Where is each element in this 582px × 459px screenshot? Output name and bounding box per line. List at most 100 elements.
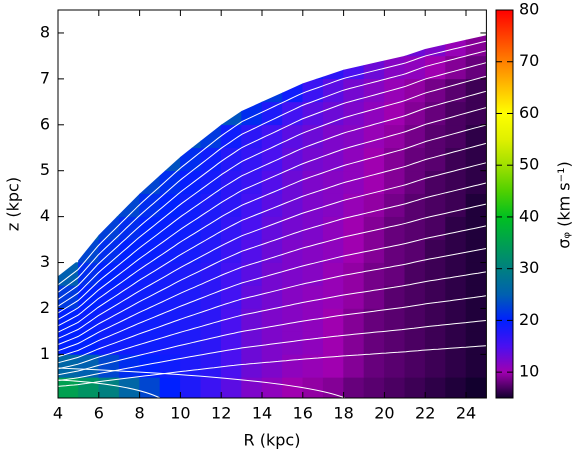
cell [424,101,446,126]
cell [465,147,487,172]
cell [261,354,283,378]
cell [445,101,467,126]
cell [200,193,222,217]
cell [424,377,446,398]
contour-line [58,142,487,333]
cell [139,216,161,240]
cell [200,308,222,332]
contour-line [58,271,487,370]
plot-frame [57,9,487,399]
cell [465,170,487,194]
cell [465,101,487,126]
contour-line [58,225,487,358]
cell [363,216,385,240]
cell [404,216,426,240]
cell [302,170,324,194]
cell [282,377,304,398]
colorbar-tick-label: 50 [519,155,539,174]
cell [98,239,120,263]
cell [302,285,324,309]
y-tick-label: 6 [40,114,50,133]
cell [159,331,181,355]
cell [384,377,406,398]
cell [282,331,304,355]
cell [404,193,426,217]
cell [424,170,446,194]
cell [322,377,344,398]
cell [302,262,324,286]
cell [404,377,426,398]
cell [322,262,344,286]
cell [78,354,100,378]
cell [343,354,365,378]
cell [261,377,283,398]
cell [159,216,181,240]
cell [363,331,385,355]
cell [180,262,202,286]
cell [180,308,202,332]
cell [445,35,467,57]
cell [302,354,324,378]
cell [445,124,467,149]
cell [159,377,181,398]
cell [220,285,242,309]
cell [465,55,487,80]
cell [384,55,406,80]
cell [282,308,304,332]
cell [261,78,283,103]
cell [363,124,385,149]
cell [98,193,120,217]
x-axis-label: R (kpc) [244,431,301,450]
colorbar-label: σᵩ (km s⁻¹) [555,161,574,249]
cell [98,331,120,355]
cell [465,239,487,263]
cell [424,124,446,149]
cell [404,331,426,355]
cell [98,354,120,378]
cell [118,308,140,332]
cell [404,101,426,126]
cell [139,377,161,398]
cell [384,308,406,332]
cell [159,308,181,332]
cell [220,101,242,126]
cell [363,308,385,332]
cell [424,262,446,286]
cell [445,216,467,240]
colorbar-tick-label: 20 [519,310,539,329]
cell [220,377,242,398]
colorbar-tick-label: 30 [519,258,539,277]
cell [261,147,283,172]
cell [465,354,487,378]
cell [465,331,487,355]
cell [465,78,487,103]
cell [424,216,446,240]
cell [302,193,324,217]
x-tick-label: 4 [53,404,63,423]
cell [322,354,344,378]
cell [98,377,120,398]
y-tick-label: 2 [40,298,50,317]
x-tick-label: 10 [170,404,190,423]
cell [159,239,181,263]
cell [404,285,426,309]
cell [343,147,365,172]
cell [343,331,365,355]
cell [363,147,385,172]
cell [465,124,487,149]
cell [241,354,263,378]
cell [322,331,344,355]
contour-line [58,367,346,398]
cell [159,193,181,217]
cell [384,285,406,309]
cell [180,193,202,217]
cell [220,308,242,332]
cell [322,147,344,172]
cell [363,262,385,286]
cell [445,377,467,398]
contour-line [58,75,487,307]
heatmap-field [58,35,487,398]
cell [445,262,467,286]
contour-line [58,379,161,398]
cell [343,308,365,332]
